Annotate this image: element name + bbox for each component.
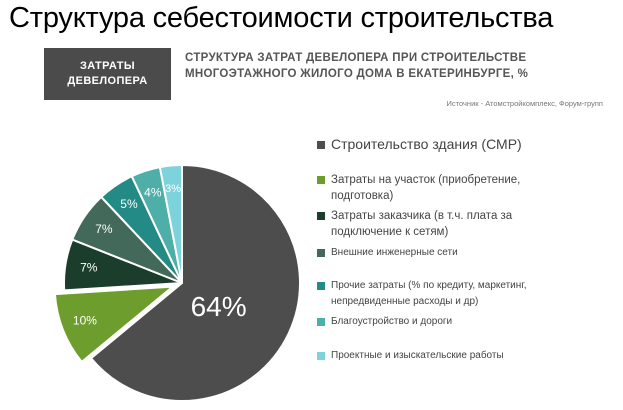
legend-item-6: Благоустройство и дороги xyxy=(317,314,452,330)
pie-label-1: 64% xyxy=(191,291,247,322)
legend-item-4: Внешние инженерные сети xyxy=(317,245,458,261)
pie-slice-7 xyxy=(158,163,183,284)
chart-title: СТРУКТУРА ЗАТРАТ ДЕВЕЛОПЕРА ПРИ СТРОИТЕЛ… xyxy=(185,50,615,82)
legend-swatch xyxy=(317,282,325,290)
legend-label: Затраты на участок (приобретение, подгот… xyxy=(331,174,521,202)
legend-swatch xyxy=(317,141,325,149)
pie-label-4: 7% xyxy=(95,222,113,236)
pie-label-2: 10% xyxy=(73,314,97,328)
legend-label: Строительство здания (СМР) xyxy=(331,136,522,152)
legend-label: Проектные и изыскательские работы xyxy=(331,350,504,361)
pie-label-7: 3% xyxy=(165,183,181,195)
legend-swatch xyxy=(317,318,325,326)
legend-label: Прочие затраты (% по кредиту, маркетинг,… xyxy=(331,280,527,307)
legend-swatch xyxy=(317,352,325,360)
pie-label-3: 7% xyxy=(80,260,98,274)
pie-label-5: 5% xyxy=(120,197,138,211)
legend-label: Внешние инженерные сети xyxy=(331,247,458,258)
legend-label: Затраты заказчика (в т.ч. плата за подкл… xyxy=(331,210,513,238)
chart-title-line-1: СТРУКТУРА ЗАТРАТ ДЕВЕЛОПЕРА ПРИ СТРОИТЕЛ… xyxy=(185,52,527,64)
legend-swatch xyxy=(317,249,325,257)
legend-item-1: Строительство здания (СМР) xyxy=(317,136,522,153)
pie-slice-1 xyxy=(89,163,301,402)
category-badge: ЗАТРАТЫ ДЕВЕЛОПЕРА xyxy=(44,48,171,100)
slide-title: Структура себестоимости строительства xyxy=(9,2,554,34)
badge-line-1: ЗАТРАТЫ xyxy=(79,60,136,72)
badge-line-2: ДЕВЕЛОПЕРА xyxy=(67,75,148,87)
legend-item-2: Затраты на участок (приобретение, подгот… xyxy=(317,172,520,204)
legend-item-5: Прочие затраты (% по кредиту, маркетинг,… xyxy=(317,278,527,310)
legend-label: Благоустройство и дороги xyxy=(331,316,453,327)
legend-swatch xyxy=(317,176,325,184)
legend-item-7: Проектные и изыскательские работы xyxy=(317,348,504,364)
pie-slice-2 xyxy=(53,285,176,364)
legend-item-3: Затраты заказчика (в т.ч. плата за подкл… xyxy=(317,208,512,240)
pie-label-6: 4% xyxy=(144,185,162,199)
legend-swatch xyxy=(317,212,325,220)
source-note: Источник - Атомстройкомплекс, Форум-груп… xyxy=(446,99,603,108)
chart-title-line-2: МНОГОЭТАЖНОГО ЖИЛОГО ДОМА В ЕКАТЕРИНБУРГ… xyxy=(185,68,529,80)
